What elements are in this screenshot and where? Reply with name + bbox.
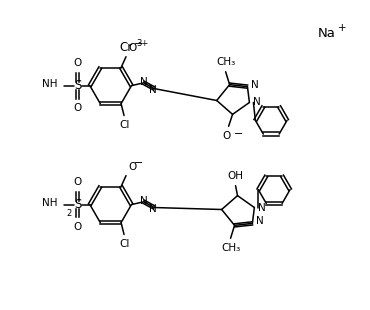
Text: Cl: Cl — [120, 239, 130, 250]
Text: Cl: Cl — [120, 121, 130, 131]
Text: −: − — [134, 158, 143, 168]
Text: N: N — [258, 202, 266, 213]
Text: CH₃: CH₃ — [216, 57, 235, 67]
Text: N: N — [141, 196, 148, 206]
Text: O: O — [74, 104, 82, 113]
Text: Na: Na — [318, 27, 336, 40]
Text: N: N — [149, 85, 157, 95]
Text: −: − — [233, 129, 243, 139]
Text: CH₃: CH₃ — [221, 243, 240, 253]
Text: N: N — [253, 97, 261, 108]
Text: Cr: Cr — [119, 42, 132, 55]
Text: O: O — [128, 162, 136, 172]
Text: O: O — [74, 177, 82, 187]
Text: OH: OH — [228, 171, 243, 181]
Text: O: O — [74, 222, 82, 232]
Text: 3+: 3+ — [137, 38, 149, 47]
Text: O: O — [222, 131, 231, 141]
Text: NH: NH — [42, 79, 57, 89]
Text: N: N — [141, 77, 148, 87]
Text: S: S — [74, 79, 82, 92]
Text: S: S — [74, 198, 82, 211]
Text: −: − — [134, 39, 143, 49]
Text: 2: 2 — [66, 209, 71, 218]
Text: NH: NH — [42, 197, 57, 208]
Text: N: N — [149, 204, 157, 214]
Text: N: N — [251, 80, 259, 90]
Text: N: N — [256, 216, 264, 226]
Text: O: O — [74, 58, 82, 68]
Text: O: O — [128, 43, 136, 53]
Text: +: + — [337, 23, 346, 33]
